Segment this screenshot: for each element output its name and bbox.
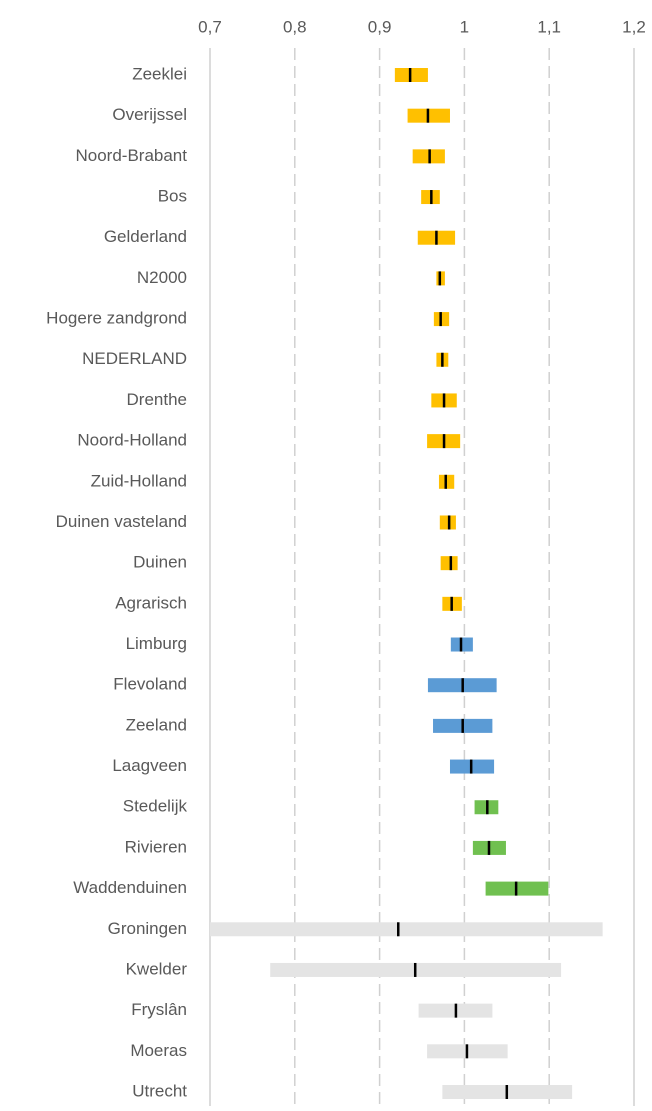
estimate-mark xyxy=(505,1085,509,1099)
x-tick-label: 0,7 xyxy=(198,17,222,36)
estimate-mark xyxy=(430,190,433,205)
x-tick-label: 1 xyxy=(460,17,469,36)
category-label: Agrarisch xyxy=(115,593,187,612)
category-label: Kwelder xyxy=(126,959,188,978)
estimate-mark xyxy=(435,230,438,245)
category-label: Groningen xyxy=(108,919,187,938)
estimate-mark xyxy=(442,393,446,408)
estimate-mark xyxy=(413,962,417,977)
estimate-mark xyxy=(438,271,442,286)
category-label: Fryslân xyxy=(131,1000,187,1019)
estimate-mark xyxy=(397,922,400,937)
estimate-mark xyxy=(447,515,451,530)
estimate-mark xyxy=(469,759,473,774)
interval-bar xyxy=(210,922,603,937)
estimate-mark xyxy=(450,596,453,611)
estimate-mark xyxy=(461,678,464,693)
interval-bar xyxy=(394,68,428,82)
estimate-mark xyxy=(459,637,463,652)
category-label: Zeeland xyxy=(126,715,187,734)
estimate-mark xyxy=(487,840,491,855)
category-label: Moeras xyxy=(130,1041,187,1060)
estimate-mark xyxy=(441,352,444,367)
estimate-mark xyxy=(461,718,464,733)
estimate-mark xyxy=(449,556,453,571)
interval-bar xyxy=(439,515,456,530)
category-label: Noord-Holland xyxy=(77,431,187,450)
category-label: Bos xyxy=(158,187,187,206)
category-label: Hogere zandgrond xyxy=(46,309,187,328)
estimate-mark xyxy=(444,474,447,489)
estimate-mark xyxy=(465,1044,469,1059)
category-label: Stedelijk xyxy=(123,797,188,816)
category-label: Duinen vasteland xyxy=(56,512,187,531)
estimate-mark xyxy=(428,149,431,164)
category-label: Utrecht xyxy=(132,1081,187,1100)
category-label: Drenthe xyxy=(127,390,187,409)
category-label: Gelderland xyxy=(104,227,187,246)
category-label: N2000 xyxy=(137,268,187,287)
category-label: Flevoland xyxy=(113,675,187,694)
x-tick-label: 0,9 xyxy=(368,17,392,36)
estimate-mark xyxy=(486,800,489,815)
x-tick-label: 1,2 xyxy=(622,17,646,36)
category-label: Waddenduinen xyxy=(73,878,187,897)
x-tick-label: 0,8 xyxy=(283,17,307,36)
estimate-mark xyxy=(408,68,412,82)
category-label: Rivieren xyxy=(125,837,187,856)
estimate-mark xyxy=(514,881,518,896)
estimate-mark xyxy=(442,434,446,449)
category-label: Zuid-Holland xyxy=(91,471,187,490)
estimate-mark xyxy=(426,108,430,123)
x-tick-label: 1,1 xyxy=(537,17,561,36)
interval-bar xyxy=(440,556,458,571)
estimate-mark xyxy=(454,1003,458,1018)
estimate-mark xyxy=(439,312,442,327)
category-label: Duinen xyxy=(133,553,187,572)
category-label: Overijssel xyxy=(112,105,187,124)
category-label: Limburg xyxy=(126,634,187,653)
category-label: Zeeklei xyxy=(132,64,187,83)
category-label: Noord-Brabant xyxy=(75,146,187,165)
category-label: Laagveen xyxy=(112,756,187,775)
category-label: NEDERLAND xyxy=(82,349,187,368)
